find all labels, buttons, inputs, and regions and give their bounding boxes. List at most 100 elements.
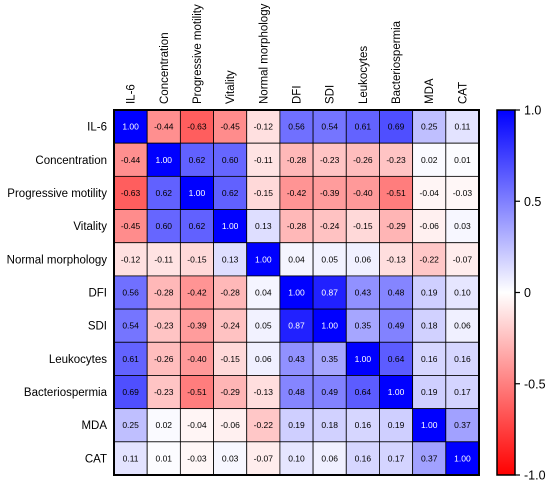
cell-value: -0.23 (386, 155, 406, 165)
heatmap-cell (113, 242, 148, 277)
colorbar-tick-label: -0.5 (524, 377, 546, 391)
cell-value: -0.13 (386, 254, 406, 264)
cell-value: 0.87 (288, 321, 305, 331)
cell-value: -0.26 (154, 354, 174, 364)
heatmap-cell (179, 142, 214, 177)
heatmap-cell (312, 242, 347, 277)
heatmap-cell (412, 441, 447, 476)
heatmap-cell (113, 308, 148, 343)
heatmap-cell (345, 308, 380, 343)
column-label: MDA (424, 78, 436, 104)
heatmap-cell (412, 209, 447, 244)
heatmap-cell (445, 142, 480, 177)
heatmap-cell (279, 175, 314, 210)
heatmap-cell (379, 441, 414, 476)
colorbar (496, 109, 516, 476)
cell-value: 0.60 (222, 155, 239, 165)
column-label: Normal morphology (258, 3, 270, 104)
heatmap-cell (312, 175, 347, 210)
column-label: IL-6 (126, 84, 138, 104)
row-label: Leukocytes (49, 354, 107, 366)
cell-value: -0.03 (453, 188, 473, 198)
cell-value: 0.10 (454, 288, 471, 298)
cell-value: -0.15 (187, 254, 207, 264)
heatmap-cell (312, 209, 347, 244)
heatmap-cell (246, 142, 281, 177)
heatmap-cell (412, 109, 447, 144)
cell-value: 0.16 (355, 453, 372, 463)
cell-value: -0.07 (453, 254, 473, 264)
heatmap-cell (345, 408, 380, 443)
column-labels: IL-6 Concentration Progressive motility Vit… (126, 3, 470, 104)
cell-value: 0.19 (288, 420, 305, 430)
heatmap-cell (445, 408, 480, 443)
heatmap-cell (379, 142, 414, 177)
cell-value: -0.15 (220, 354, 240, 364)
cell-value: -0.23 (320, 155, 340, 165)
heatmap-cell (445, 308, 480, 343)
heatmap-cell (279, 341, 314, 376)
cell-value: 0.64 (355, 387, 372, 397)
cell-value: -0.40 (187, 354, 207, 364)
heatmap-cell (412, 308, 447, 343)
heatmap-cell (279, 408, 314, 443)
row-label: Bacteriospermia (24, 387, 108, 399)
heatmap-cell (445, 375, 480, 410)
cell-value: 0.06 (321, 453, 338, 463)
cell-value: 0.18 (321, 420, 338, 430)
heatmap-cell (345, 441, 380, 476)
cell-value: 0.69 (122, 387, 139, 397)
cell-value: -0.28 (220, 288, 240, 298)
cell-value: 0.01 (155, 453, 172, 463)
cell-value: 0.19 (421, 288, 438, 298)
heatmap-cell (412, 341, 447, 376)
cell-value: -0.11 (154, 254, 173, 264)
heatmap-cells (113, 109, 480, 476)
row-label: CAT (85, 453, 107, 465)
cell-value: 1.00 (288, 288, 305, 298)
heatmap-cell (213, 242, 248, 277)
cell-value: -0.04 (187, 420, 207, 430)
row-label: Concentration (35, 155, 107, 167)
heatmap-cell (179, 408, 214, 443)
cell-value: 1.00 (321, 321, 338, 331)
cell-value: 0.61 (355, 122, 372, 132)
cell-value: 0.54 (122, 321, 139, 331)
cell-value: 0.37 (454, 420, 471, 430)
cell-value: 0.04 (288, 254, 305, 264)
cell-value: -0.39 (320, 188, 340, 198)
heatmap-cell (312, 142, 347, 177)
heatmap-cell (412, 375, 447, 410)
cell-value: 0.56 (122, 288, 139, 298)
cell-value: 0.48 (288, 387, 305, 397)
column-label: Bacteriospermia (391, 20, 403, 104)
heatmap-cell (379, 275, 414, 310)
cell-value: 0.62 (222, 188, 239, 198)
cell-value: 1.00 (122, 122, 139, 132)
heatmap-cell (146, 308, 181, 343)
cell-value: -0.51 (187, 387, 207, 397)
cell-value: 0.05 (321, 254, 338, 264)
cell-value: 0.10 (288, 453, 305, 463)
heatmap-cell (379, 375, 414, 410)
heatmap-cell (379, 175, 414, 210)
row-label: Normal morphology (7, 254, 108, 266)
cell-value: 0.62 (155, 188, 172, 198)
cell-value: 1.00 (355, 354, 372, 364)
heatmap-cell (146, 242, 181, 277)
cell-value: 0.62 (189, 155, 206, 165)
cell-value: 1.00 (155, 155, 172, 165)
heatmap-cell (246, 441, 281, 476)
cell-value: -0.63 (187, 122, 207, 132)
cell-value: -0.22 (254, 420, 274, 430)
cell-value: 0.11 (123, 453, 139, 463)
cell-value: -0.03 (187, 453, 207, 463)
heatmap-cell (179, 308, 214, 343)
cell-value: 1.00 (454, 453, 471, 463)
heatmap-cell (113, 375, 148, 410)
cell-value: 0.11 (454, 122, 470, 132)
heatmap-cell (379, 242, 414, 277)
heatmap-cell (213, 209, 248, 244)
heatmap-cell (279, 109, 314, 144)
heatmap-cell (179, 242, 214, 277)
